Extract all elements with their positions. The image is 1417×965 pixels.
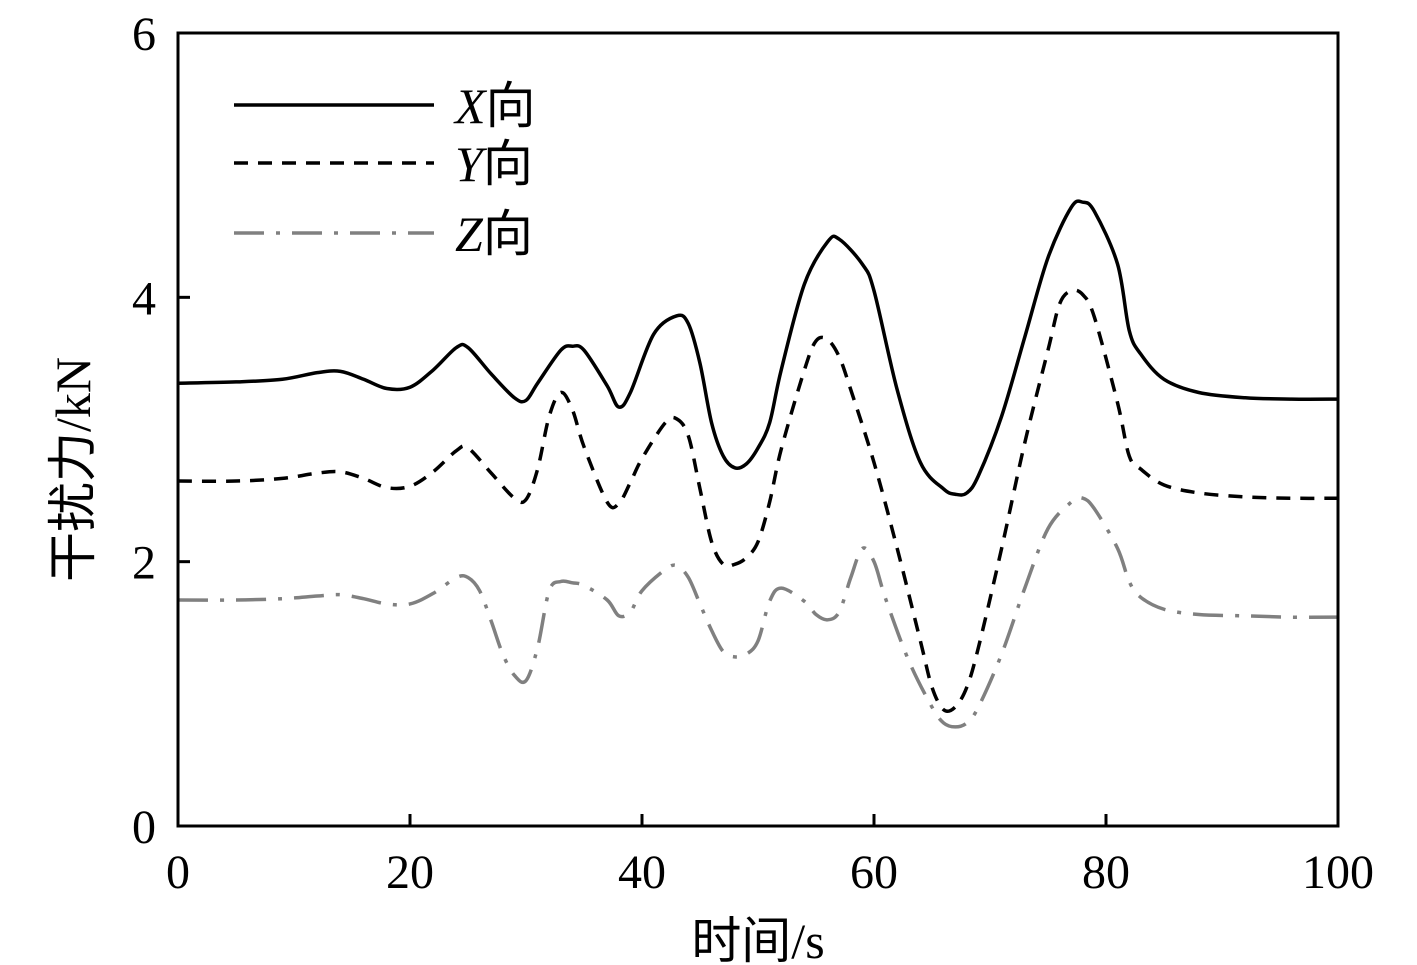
x-tick-label: 40: [618, 846, 666, 899]
legend-label-z: Z向: [455, 206, 533, 262]
legend-label-x: X向: [453, 78, 536, 134]
series-line-z: [177, 495, 1339, 729]
legend-label-axis-letter: Y: [455, 136, 488, 192]
x-tick-label: 0: [166, 846, 190, 899]
series-line-x: [177, 199, 1339, 497]
x-tick-label: 20: [386, 846, 434, 899]
series-line-y: [177, 288, 1339, 714]
x-tick-label: 60: [850, 846, 898, 899]
series-layer: [177, 199, 1339, 729]
y-axis-title: 干扰力/kN: [45, 357, 101, 582]
legend-label-suffix: 向: [483, 136, 533, 192]
y-tick-label: 4: [132, 272, 156, 325]
y-tick-label: 6: [132, 8, 156, 61]
x-tick-label: 80: [1082, 846, 1130, 899]
tick-layer: 0 20 40 60 80 100 0 2 4 6: [132, 8, 1374, 899]
plot-frame: [176, 31, 1340, 828]
x-axis-title: 时间/s: [691, 913, 824, 965]
legend-label-axis-letter: X: [453, 78, 488, 134]
legend-label-suffix: 向: [486, 78, 536, 134]
x-tick-label: 100: [1302, 846, 1374, 899]
y-tick-label: 0: [132, 801, 156, 854]
legend-label-suffix: 向: [483, 206, 533, 262]
legend-label-axis-letter: Z: [455, 206, 484, 262]
legend-label-y: Y向: [455, 136, 533, 192]
y-tick-label: 2: [132, 537, 156, 590]
